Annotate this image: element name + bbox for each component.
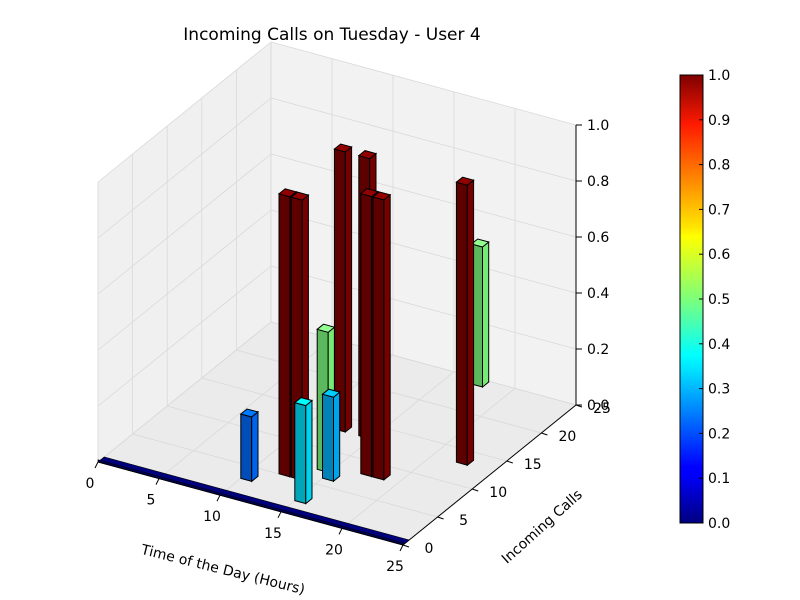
x-tick <box>338 528 343 535</box>
y-tick <box>437 516 444 520</box>
bar-top-face <box>333 143 353 153</box>
bar-side-face <box>305 399 313 505</box>
bar <box>293 397 314 505</box>
bar-top-face <box>357 150 378 160</box>
bar-top-face <box>239 408 260 418</box>
y-tick <box>402 544 410 548</box>
gridline-z <box>270 209 577 294</box>
colorbar-tick-label: 0.4 <box>708 337 730 353</box>
bar-front-face <box>278 193 291 478</box>
bars-group <box>239 143 490 505</box>
gridline-x <box>341 388 516 529</box>
z-tick-label: 0.6 <box>587 230 609 246</box>
bar-side-face <box>344 145 353 434</box>
y-tick <box>506 460 513 464</box>
y-tick-label: 20 <box>558 429 576 445</box>
bar-top-face <box>290 191 310 201</box>
x-tick-label: 10 <box>203 509 221 525</box>
x-tick-label: 15 <box>264 526 282 542</box>
bar-top-face <box>321 388 341 398</box>
x-tick <box>399 544 404 552</box>
colorbar-tick-label: 0.8 <box>708 158 730 174</box>
colorbar-tick-label: 0.2 <box>708 426 730 442</box>
x-tick-label: 20 <box>325 542 343 558</box>
bar <box>455 176 475 467</box>
colorbar-tick-label: 0.1 <box>708 471 730 487</box>
colorbar-tick-label: 0.3 <box>708 382 730 398</box>
gridline-z <box>97 321 272 463</box>
z-tick-label: 0.8 <box>587 174 609 190</box>
y-tick-label: 0 <box>425 541 434 557</box>
x-tick <box>94 461 99 469</box>
bar-front-face <box>333 148 346 433</box>
y-axis-line <box>402 404 577 546</box>
y-tick-label: 10 <box>489 485 507 501</box>
y-tick <box>541 432 548 436</box>
x-tick <box>277 511 282 519</box>
bar <box>470 238 490 389</box>
colorbar-tick-label: 0.5 <box>708 292 730 308</box>
bar-side-face <box>383 193 391 481</box>
colorbar-tick-label: 1.0 <box>708 68 730 84</box>
y-tick-label: 15 <box>524 457 542 473</box>
z-tick-label: 0.4 <box>587 286 609 302</box>
colorbar-ticks: 0.0 0.1 0.2 0.3 0.4 0.5 0.6 0.7 0.8 0.9 1.0 <box>699 68 730 532</box>
bar-front-face <box>372 196 385 481</box>
gridline-z <box>270 153 577 238</box>
colorbar-tick-label: 0.0 <box>708 516 730 532</box>
y-axis-label: Incoming Calls <box>499 487 586 567</box>
x-tick-label: 25 <box>386 559 404 575</box>
bar-front-face <box>322 393 334 482</box>
bar-front-face <box>294 401 307 505</box>
x-tick <box>155 478 160 485</box>
gridline-z <box>270 97 577 182</box>
bar-top-face <box>470 238 490 248</box>
gridline-z <box>97 41 272 183</box>
axis-lines <box>94 124 583 552</box>
bar-front-face <box>455 181 468 466</box>
y-tick <box>472 488 479 492</box>
bar-top-face <box>359 188 380 198</box>
bar-front-face <box>240 413 253 483</box>
colorbar-tick-label: 0.7 <box>708 202 730 218</box>
x-axis-label: Time of the Day (Hours) <box>138 542 306 598</box>
x-tick-label: 5 <box>147 493 156 509</box>
bar-side-face <box>333 391 341 483</box>
bar <box>239 408 260 483</box>
gridline-z <box>97 265 272 407</box>
bar-front-face <box>360 192 373 478</box>
gridline-z <box>97 97 272 239</box>
x-tick-label: 0 <box>86 476 95 492</box>
gridline-z <box>270 41 577 126</box>
y-tick-label: 25 <box>593 401 611 417</box>
x-tick <box>216 494 221 502</box>
bar <box>321 388 341 483</box>
gridline-z <box>97 209 272 351</box>
bar-top-face <box>371 191 392 201</box>
bar <box>371 191 392 481</box>
y-tick-label: 5 <box>459 513 468 529</box>
colorbar-tick-label: 0.6 <box>708 247 730 263</box>
x-axis-line <box>97 461 404 546</box>
bar-top-face <box>293 397 314 407</box>
bar-side-face <box>251 410 259 483</box>
gridline-z <box>270 265 577 350</box>
gridline-z <box>97 153 272 295</box>
z-tick-label: 0.0 <box>587 398 609 414</box>
colorbar-tick-label: 0.9 <box>708 113 730 129</box>
bar-top-face <box>455 176 475 186</box>
z-tick-label: 1.0 <box>587 118 609 134</box>
bar <box>333 143 353 434</box>
bar-side-face <box>466 179 475 467</box>
bar-top-face <box>277 188 298 198</box>
bar-side-face <box>482 240 490 389</box>
bar-top-face <box>316 323 336 333</box>
chart-title: Incoming Calls on Tuesday - User 4 <box>183 25 480 45</box>
colorbar: 0.0 0.1 0.2 0.3 0.4 0.5 0.6 0.7 0.8 0.9 1.0 <box>679 68 730 532</box>
z-tick-label: 0.2 <box>587 342 609 358</box>
